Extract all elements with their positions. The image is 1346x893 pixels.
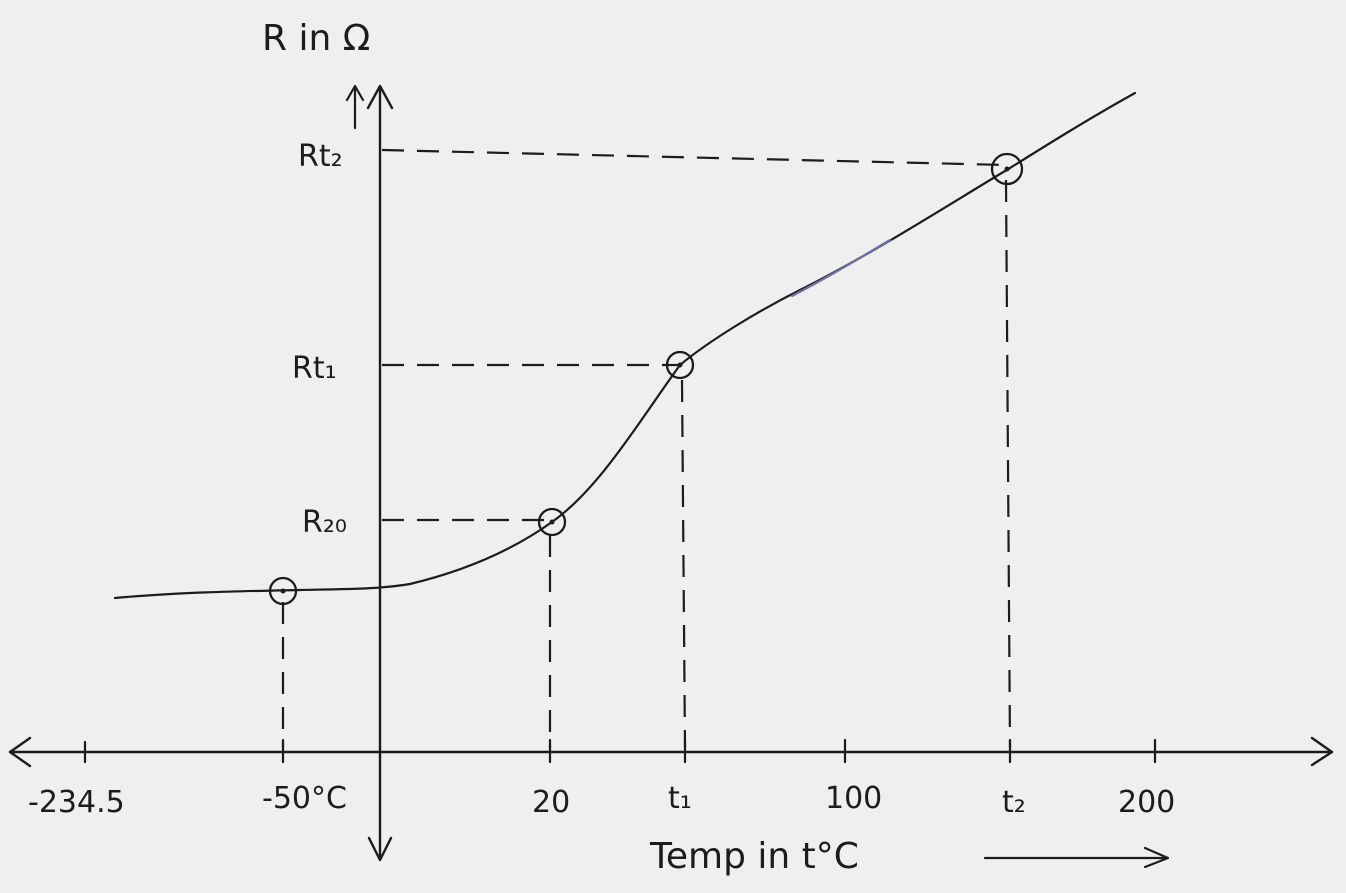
x-tick-labels: -234.5 -50°C 20 t₁ 100 t₂ 200 — [28, 781, 1175, 820]
highlight-stroke — [790, 238, 892, 298]
point-t1 — [665, 350, 695, 380]
x-tick-label: -234.5 — [28, 785, 125, 820]
r-t-curve — [113, 91, 1137, 600]
x-label-arrow-icon — [983, 846, 1170, 869]
point-t2 — [990, 152, 1024, 186]
x-axis-label: Temp in t°C — [649, 836, 859, 877]
y-tick-label: Rt₁ — [292, 351, 337, 386]
point-20 — [537, 507, 567, 537]
x-tick-label: t₂ — [1002, 785, 1026, 820]
x-tick-label: -50°C — [262, 781, 347, 816]
projection-line-t1 — [680, 379, 687, 749]
x-tick-label: 20 — [532, 785, 570, 820]
projection-line-t2 — [1004, 179, 1012, 749]
x-axis — [8, 736, 1334, 768]
x-tick-label: t₁ — [668, 781, 692, 816]
y-tick-label: Rt₂ — [298, 139, 343, 174]
point-minus50 — [268, 576, 298, 606]
projection-line-rt2 — [381, 148, 1007, 167]
series-line — [113, 91, 1137, 600]
x-tick-label: 100 — [825, 781, 882, 816]
y-label-arrow-icon — [345, 84, 365, 130]
y-tick-labels: R₂₀ Rt₁ Rt₂ — [292, 139, 347, 540]
y-axis — [345, 84, 394, 862]
y-tick-label: R₂₀ — [302, 505, 347, 540]
y-axis-label: R in Ω — [262, 18, 370, 59]
x-tick-label: 200 — [1118, 785, 1175, 820]
marked-points — [268, 152, 1024, 606]
projection-lines — [281, 148, 1012, 749]
